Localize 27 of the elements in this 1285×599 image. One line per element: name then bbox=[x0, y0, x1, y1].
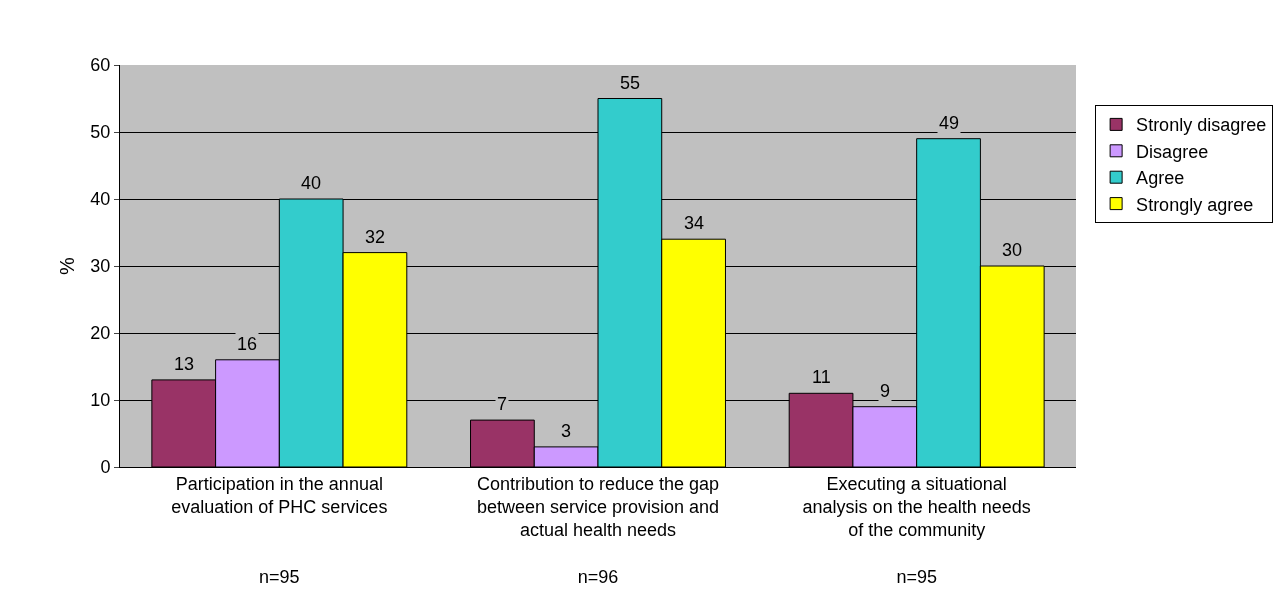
data-label: 55 bbox=[620, 73, 641, 93]
data-label: 13 bbox=[174, 354, 195, 374]
data-label: 11 bbox=[812, 367, 831, 387]
legend-label: Strongly agree bbox=[1136, 194, 1254, 215]
legend-label: Stronly disagree bbox=[1136, 115, 1267, 136]
data-label: 7 bbox=[497, 394, 508, 414]
y-tick-label: 10 bbox=[90, 390, 111, 411]
data-label: 9 bbox=[880, 381, 891, 401]
data-label: 32 bbox=[365, 227, 386, 247]
data-label: 16 bbox=[237, 334, 258, 354]
y-axis-title: % bbox=[55, 256, 78, 275]
data-label: 34 bbox=[684, 213, 705, 233]
category-label: Contribution to reduce the gap between service provision and actual health needs n=96 bbox=[476, 473, 720, 588]
y-tick-label: 50 bbox=[90, 122, 111, 143]
y-tick-label: 40 bbox=[90, 189, 111, 210]
data-label: 30 bbox=[1002, 240, 1023, 260]
category-label: Participation in the annual evaluation of PHC services n=95 bbox=[171, 473, 388, 588]
legend-label: Agree bbox=[1136, 168, 1185, 189]
y-tick-label: 0 bbox=[100, 457, 111, 478]
y-tick-label: 30 bbox=[90, 256, 111, 277]
data-label: 3 bbox=[561, 421, 572, 441]
legend-label: Disagree bbox=[1136, 141, 1209, 162]
data-label: 40 bbox=[301, 173, 322, 193]
y-tick-label: 60 bbox=[90, 55, 111, 76]
y-tick-label: 20 bbox=[90, 323, 111, 344]
data-label: 49 bbox=[939, 113, 960, 133]
category-label: Executing a situational analysis on the health needs of the community n=95 bbox=[802, 473, 1031, 588]
